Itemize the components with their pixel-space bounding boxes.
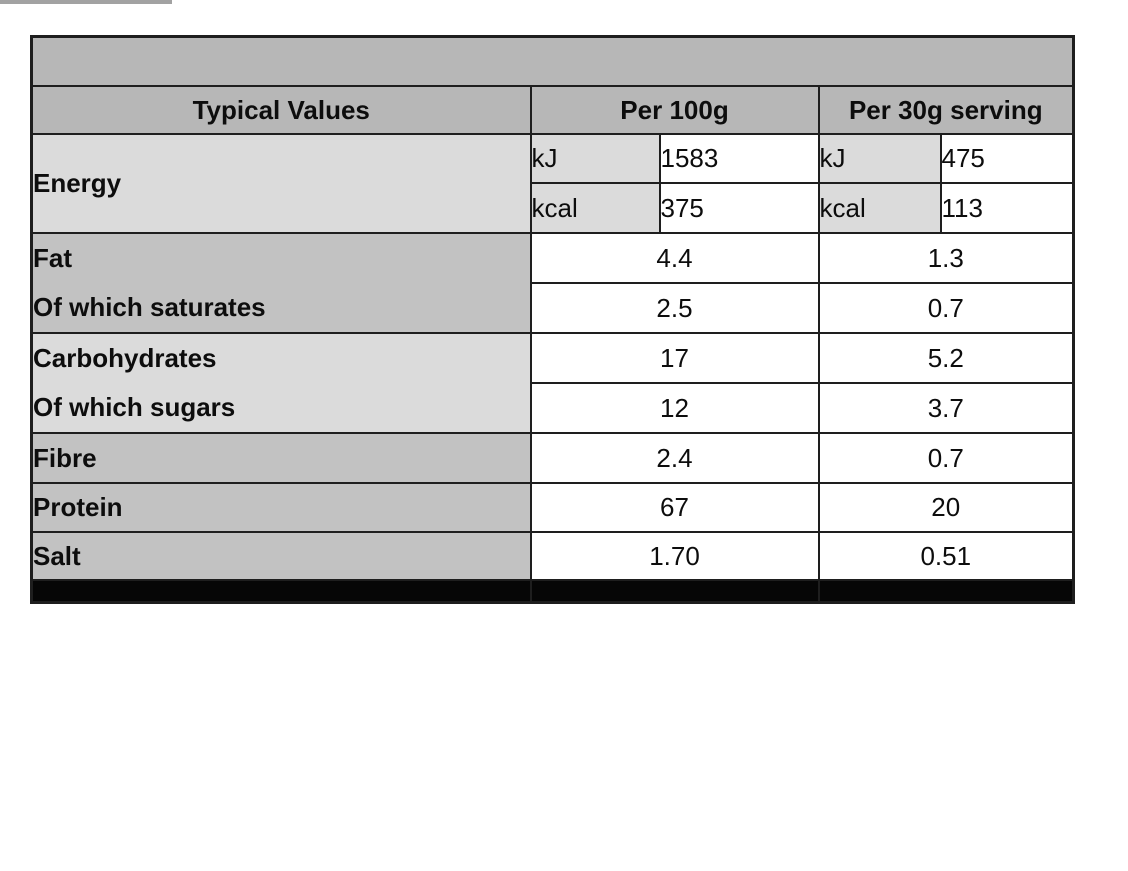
- table-title-band-row: [30, 35, 1075, 87]
- fibre-value-100g: 2.4: [529, 432, 820, 484]
- fat-value-100g: 4.4: [529, 232, 820, 284]
- black-bar-right: [817, 579, 1075, 604]
- saturates-label: Of which saturates: [33, 292, 266, 322]
- salt-value-100g: 1.70: [529, 531, 820, 581]
- carbohydrates-value-100g: 17: [529, 332, 820, 384]
- protein-value-100g: 67: [529, 482, 820, 533]
- protein-row: Protein 67 20: [30, 482, 1075, 533]
- title-band-cell: [30, 35, 1075, 87]
- table-header-row: Typical Values Per 100g Per 30g serving: [30, 85, 1075, 135]
- fat-label: Fat: [33, 243, 73, 273]
- typical-values-header: Typical Values: [30, 85, 532, 135]
- per-30g-header: Per 30g serving: [817, 85, 1075, 135]
- protein-label: Protein: [30, 482, 532, 533]
- carbohydrates-row: Carbohydrates Of which sugars 17 5.2: [30, 332, 1075, 434]
- carbohydrates-value-30g: 5.2: [817, 332, 1075, 384]
- carbs-sugars-label-cell: Carbohydrates Of which sugars: [30, 332, 532, 434]
- fibre-label: Fibre: [30, 432, 532, 484]
- screen-edge-artifact: [0, 0, 172, 4]
- bottom-black-bar-row: [30, 579, 1075, 604]
- saturates-value-30g: 0.7: [817, 282, 1075, 334]
- energy-kcal-value-30g: 113: [939, 182, 1075, 234]
- sugars-label: Of which sugars: [33, 392, 236, 422]
- black-bar-middle: [529, 579, 820, 604]
- energy-kj-unit-30g: kJ: [817, 133, 942, 184]
- per-100g-header: Per 100g: [529, 85, 820, 135]
- sugars-value-100g: 12: [529, 382, 820, 434]
- fibre-value-30g: 0.7: [817, 432, 1075, 484]
- energy-kj-row: Energy kJ 1583 kJ 475: [30, 133, 1075, 234]
- energy-kcal-value-100g: 375: [658, 182, 820, 234]
- fat-saturates-label-cell: Fat Of which saturates: [30, 232, 532, 334]
- salt-label: Salt: [30, 531, 532, 581]
- fat-row: Fat Of which saturates 4.4 1.3: [30, 232, 1075, 334]
- energy-kcal-row: kcal 375 kcal 113: [32, 182, 1075, 234]
- sugars-value-30g: 3.7: [817, 382, 1075, 434]
- saturates-row: 2.5 0.7: [32, 282, 1075, 334]
- fat-value-30g: 1.3: [817, 232, 1075, 284]
- sugars-row: 12 3.7: [32, 382, 1075, 434]
- energy-label: Energy: [30, 133, 532, 234]
- carbohydrates-label: Carbohydrates: [33, 343, 217, 373]
- salt-value-30g: 0.51: [817, 531, 1075, 581]
- energy-kcal-unit-100g: kcal: [529, 182, 661, 234]
- black-bar-left: [30, 579, 532, 604]
- energy-kj-value-30g: 475: [939, 133, 1075, 184]
- nutrition-table: Typical Values Per 100g Per 30g serving …: [30, 35, 1076, 604]
- fibre-row: Fibre 2.4 0.7: [30, 432, 1075, 484]
- salt-row: Salt 1.70 0.51: [30, 531, 1075, 581]
- energy-kj-unit-100g: kJ: [529, 133, 661, 184]
- energy-kcal-unit-30g: kcal: [817, 182, 942, 234]
- saturates-value-100g: 2.5: [529, 282, 820, 334]
- energy-kj-value-100g: 1583: [658, 133, 820, 184]
- protein-value-30g: 20: [817, 482, 1075, 533]
